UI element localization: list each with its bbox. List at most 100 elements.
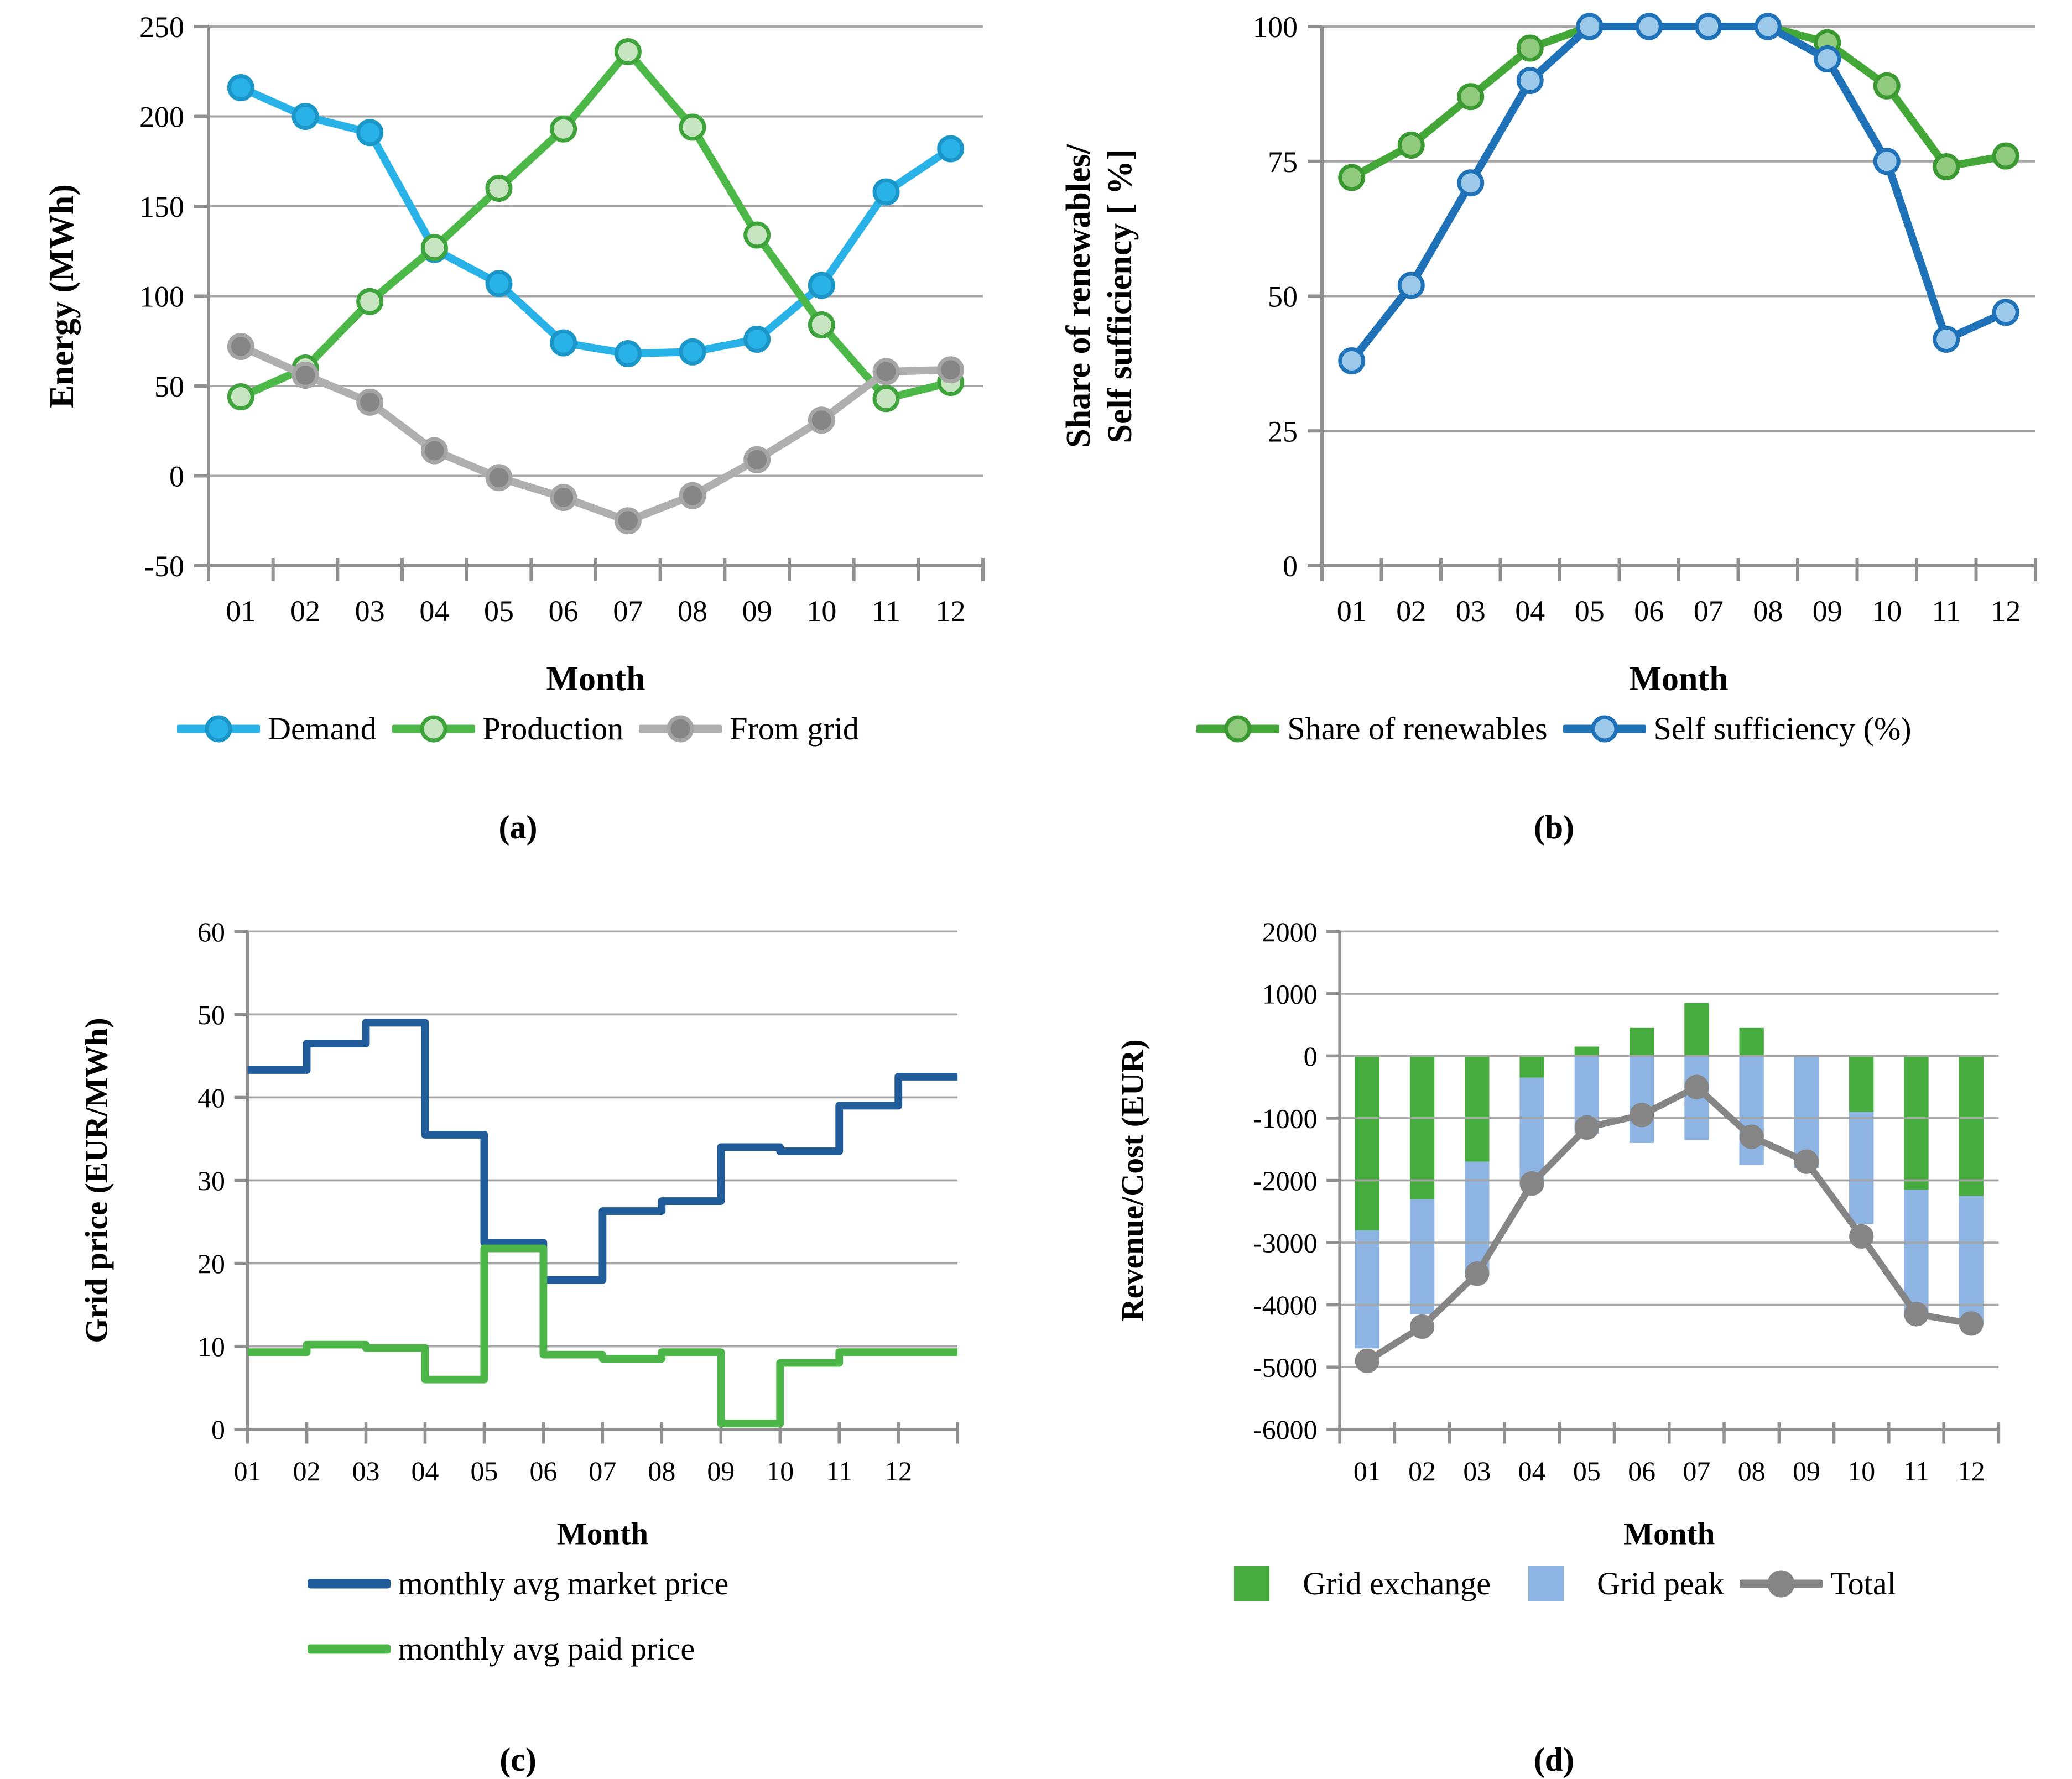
x-tick-label-04: 04: [419, 594, 449, 628]
legend-swatch-monthly-avg-market-price-icon: [307, 1579, 391, 1589]
chart-d-revenue-bars: 2000 1000 0 -1000 -2000 -3000 -4000 -5000 -6000 0…: [1115, 917, 2000, 1551]
marker-production-m05: [485, 175, 512, 202]
x-axis-title: Month: [556, 1516, 648, 1551]
x-tick-label-09: 09: [742, 594, 772, 628]
legend-item-demand: Demand: [177, 711, 377, 747]
marker-from-grid-m08: [679, 482, 706, 509]
legend-swatch-share-of-renewables-icon: [1196, 715, 1280, 743]
marker-total-m02: [1409, 1314, 1434, 1339]
bar-grid-exchange-m11: [1903, 1056, 1929, 1190]
series-line-total: [1363, 1083, 1975, 1364]
bar-grid-exchange-m06: [1629, 1027, 1654, 1056]
series-step-monthly-avg-paid-price: [247, 1244, 957, 1428]
marker-share-of-renewables-m12: [1992, 142, 2019, 170]
marker-self-sufficiency--m03: [1456, 169, 1484, 197]
marker-production-m10: [808, 311, 835, 338]
x-tick-label-04: 04: [1518, 1456, 1545, 1486]
marker-demand-m03: [356, 119, 383, 147]
legend-items: Grid exchange Grid peak Total: [1212, 1566, 1896, 1601]
legend-b: Share of renewables Self sufficiency (%): [1036, 711, 2072, 794]
x-tick-label-05: 05: [484, 594, 514, 628]
legend-label: Grid peak: [1597, 1566, 1725, 1601]
marker-self-sufficiency--m10: [1873, 148, 1901, 175]
y-tick-label: 50: [1268, 280, 1298, 314]
y-tick-label: 200: [139, 101, 184, 134]
marker-total-m08: [1739, 1124, 1764, 1149]
y-axis-title: Revenue/Cost (EUR): [1115, 1039, 1150, 1321]
x-tick-label-03: 03: [355, 594, 384, 628]
marker-from-grid-m12: [936, 356, 964, 384]
legend-swatch-grid-peak-icon: [1528, 1566, 1564, 1601]
legend-swatch-grid-exchange-icon: [1234, 1566, 1270, 1601]
y-tick-label: 0: [169, 460, 184, 493]
legend-label: From grid: [730, 711, 859, 747]
y-tick-label: 250: [139, 11, 184, 44]
marker-production-m06: [549, 115, 577, 143]
bar-grid-exchange-m10: [1849, 1056, 1873, 1112]
legend-swatch-from-grid-icon: [639, 715, 722, 743]
legend-item-share-of-renewables: Share of renewables: [1196, 711, 1548, 747]
x-tick-label-08: 08: [1753, 594, 1783, 628]
x-tick-label-06: 06: [548, 594, 578, 628]
x-tick-label-03: 03: [1455, 594, 1485, 628]
bar-grid-exchange-m05: [1574, 1046, 1599, 1056]
y-tick-label: -3000: [1253, 1228, 1317, 1259]
x-tick-label-12: 12: [884, 1456, 912, 1486]
marker-share-of-renewables-m04: [1516, 34, 1544, 62]
marker-demand-m05: [485, 270, 512, 298]
legend-label: Share of renewables: [1287, 711, 1548, 747]
y-tick-label: 0: [211, 1415, 225, 1445]
series-step-monthly-avg-market-price: [247, 1019, 957, 1284]
caption-b: (b): [1533, 809, 1575, 846]
marker-share-of-renewables-m01: [1337, 164, 1365, 191]
bar-grid-exchange-m07: [1684, 1003, 1709, 1056]
x-tick-label-08: 08: [678, 594, 707, 628]
legend-label: Grid exchange: [1303, 1566, 1491, 1601]
marker-from-grid-m03: [356, 388, 383, 416]
y-tick-label: -5000: [1253, 1353, 1317, 1383]
y-tick-label: 1000: [1262, 979, 1317, 1009]
marker-total-m12: [1959, 1311, 1984, 1336]
legend-d: Grid exchange Grid peak Total: [1036, 1566, 2072, 1726]
marker-self-sufficiency--m02: [1397, 272, 1425, 299]
marker-self-sufficiency--m12: [1992, 299, 2019, 326]
x-tick-label-12: 12: [935, 594, 965, 628]
y-tick-label: 25: [1268, 415, 1298, 448]
x-tick-label-07: 07: [613, 594, 643, 628]
marker-demand-m12: [936, 135, 964, 163]
legend-items: monthly avg market price monthly avg paid…: [307, 1566, 729, 1667]
x-tick-label-10: 10: [766, 1456, 794, 1486]
x-tick-label-06: 06: [529, 1456, 557, 1486]
legend-item-total: Total: [1740, 1566, 1896, 1601]
legend-swatch-monthly-avg-paid-price-icon: [307, 1644, 391, 1654]
marker-from-grid-m06: [549, 484, 577, 511]
x-tick-label-03: 03: [1463, 1456, 1491, 1486]
y-tick-label: 30: [197, 1166, 225, 1196]
x-tick-label-06: 06: [1628, 1456, 1655, 1486]
x-tick-label-10: 10: [1872, 594, 1902, 628]
marker-total-m11: [1903, 1302, 1929, 1327]
marker-self-sufficiency--m11: [1932, 326, 1960, 353]
marker-from-grid-m11: [872, 358, 899, 385]
y-tick-label: -1000: [1253, 1104, 1317, 1134]
series-line-share-of-renewables: [1347, 23, 2009, 181]
marker-production-m11: [872, 385, 899, 413]
bar-grid-exchange-m02: [1409, 1056, 1434, 1199]
chart-c-price-steps: 60 50 40 30 20 10 0 01 02 03 04 05 06 07 08 09 10 11 12 Gri…: [79, 917, 959, 1551]
y-tick-label: 60: [197, 917, 225, 947]
bar-grid-peak-m06: [1629, 1056, 1654, 1143]
marker-demand-m01: [227, 74, 254, 101]
legend-label: monthly avg market price: [398, 1566, 729, 1601]
marker-self-sufficiency--m09: [1813, 45, 1841, 72]
x-tick-label-01: 01: [226, 594, 256, 628]
y-tick-label: 0: [1283, 550, 1298, 583]
marker-self-sufficiency--m06: [1635, 13, 1663, 40]
legend-label: Total: [1830, 1566, 1896, 1601]
marker-demand-m07: [614, 340, 642, 367]
y-tick-label: 50: [197, 1000, 225, 1030]
legend-label: monthly avg paid price: [398, 1631, 695, 1667]
x-tick-label-08: 08: [1737, 1456, 1765, 1486]
x-tick-label-02: 02: [293, 1456, 320, 1486]
bar-grid-peak-m09: [1794, 1056, 1819, 1168]
